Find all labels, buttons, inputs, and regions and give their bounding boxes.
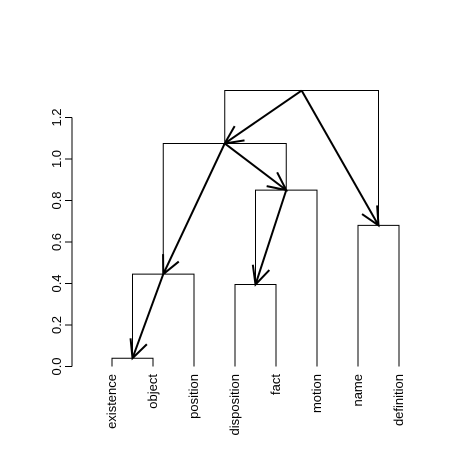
arrow-head	[129, 338, 148, 361]
dendrogram-link	[224, 90, 379, 226]
leaf-label-position: position	[186, 374, 201, 419]
dendrogram-link	[357, 224, 400, 367]
dendrogram-link	[255, 189, 318, 367]
leaf-labels: existence object position disposition fact mo…	[104, 374, 406, 436]
leaf-label-object: object	[145, 374, 160, 409]
leaf-label-definition: definition	[391, 374, 406, 426]
leaf-label-fact: fact	[268, 374, 283, 395]
y-tick-label: 0.2	[49, 316, 64, 334]
dendrogram-link	[132, 273, 195, 367]
y-tick-label: 0.0	[49, 357, 64, 375]
arrow-shaft	[254, 189, 288, 285]
y-tick-label: 0.8	[49, 191, 64, 209]
leaf-label-disposition: disposition	[227, 374, 242, 435]
dendrogram-arrows	[129, 89, 380, 361]
arrow-shaft	[162, 143, 226, 275]
y-tick-label: 0.4	[49, 274, 64, 292]
y-axis: 0.0 0.2 0.4 0.6 0.8 1.0 1.2	[49, 108, 73, 376]
arrow-head	[361, 205, 380, 228]
arrow-shaft	[300, 90, 380, 226]
arrow-shaft	[224, 142, 287, 191]
dendrogram-links	[111, 90, 400, 367]
arrow-shaft	[224, 89, 303, 145]
dendrogram-link	[162, 142, 287, 275]
arrow-head	[251, 264, 271, 287]
leaf-label-motion: motion	[309, 374, 324, 413]
y-tick-label: 1.2	[49, 108, 64, 126]
leaf-label-existence: existence	[104, 374, 119, 429]
leaf-label-name: name	[350, 374, 365, 407]
y-tick-label: 1.0	[49, 150, 64, 168]
arrow-shaft	[131, 273, 165, 359]
dendrogram-link	[234, 284, 277, 367]
y-tick-label: 0.6	[49, 233, 64, 251]
